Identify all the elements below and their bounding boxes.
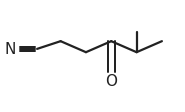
Text: N: N <box>4 42 15 57</box>
Text: O: O <box>105 73 117 88</box>
